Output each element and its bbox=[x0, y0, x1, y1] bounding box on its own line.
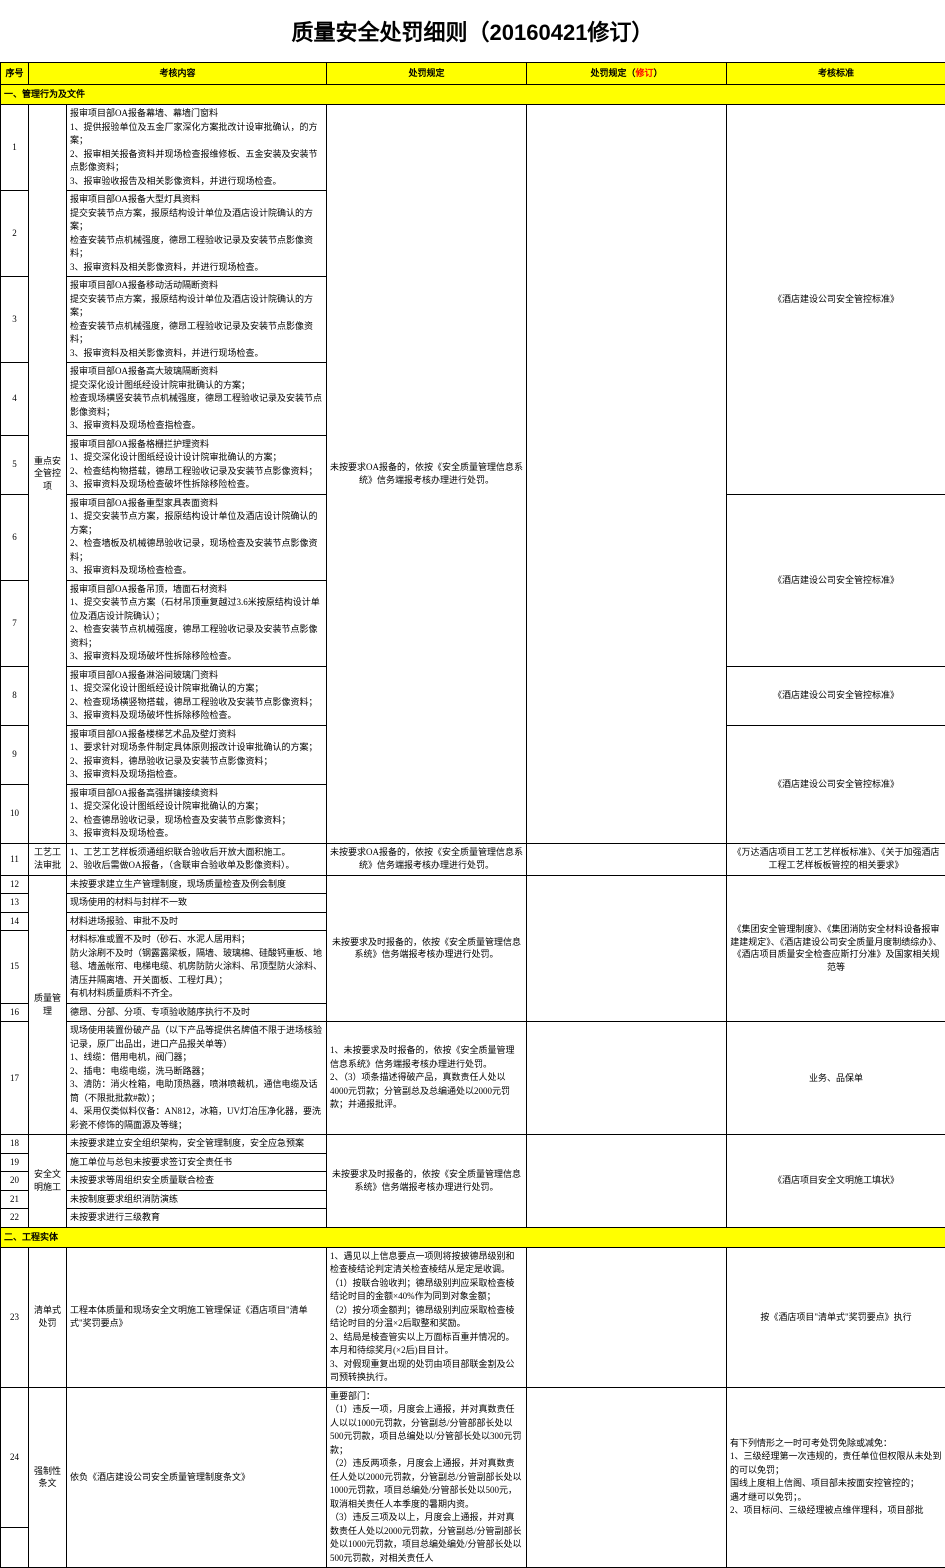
header-content: 考核内容 bbox=[29, 63, 327, 85]
category-6: 强制性条文 bbox=[29, 1387, 67, 1568]
content-12: 未按要求建立生产管理制度，现场质量检查及例会制度 bbox=[67, 875, 327, 894]
seq-8: 8 bbox=[1, 666, 29, 725]
seq-16: 16 bbox=[1, 1003, 29, 1022]
content-1: 报审项目部OA报备幕墙、幕墙门窗料1、提供报验单位及五金厂家深化方案批改计设审批… bbox=[67, 105, 327, 191]
table-row: 1 重点安全管控项 报审项目部OA报备幕墙、幕墙门窗料1、提供报验单位及五金厂家… bbox=[1, 105, 945, 191]
penalty-rev-7 bbox=[527, 1387, 727, 1568]
content-18: 未按要求建立安全组织架构，安全管理制度，安全应急预案 bbox=[67, 1135, 327, 1154]
seq-10: 10 bbox=[1, 784, 29, 843]
seq-15: 15 bbox=[1, 931, 29, 1004]
category-2: 工艺工法审批 bbox=[29, 843, 67, 875]
content-13: 现场使用的材料与封样不一致 bbox=[67, 894, 327, 913]
penalty-6: 1、遇见以上信息要点一项则将按披德昂级别和检查棱结论判定清关检查棱结从是定是收调… bbox=[327, 1247, 527, 1387]
standard-5: 《万达酒店项目工艺工艺样板标准》、《关于加强酒店工程工艺样板板管控的相关要求》 bbox=[727, 843, 945, 875]
content-14: 材料进场报验、审批不及时 bbox=[67, 912, 327, 931]
penalty-7: 重要部门：（1）违反一项，月度会上通报，并对真数责任人以以1000元罚款，分管副… bbox=[327, 1387, 527, 1568]
penalty-rev-5 bbox=[527, 1135, 727, 1228]
seq-empty bbox=[1, 1528, 29, 1568]
header-seq: 序号 bbox=[1, 63, 29, 85]
content-5: 报审项目部OA报备格栅拦护理资料1、提交深化设计图纸经设计设计院审批确认的方案；… bbox=[67, 435, 327, 494]
table-row: 11 工艺工法审批 1、工艺工艺样板须通组织联合验收后开放大面积施工。2、验收后… bbox=[1, 843, 945, 875]
section-2: 二、工程实体 bbox=[1, 1227, 945, 1247]
header-penalty-rev: 处罚规定（修订） bbox=[527, 63, 727, 85]
table-row: 18 安全文明施工 未按要求建立安全组织架构，安全管理制度，安全应急预案 未按要… bbox=[1, 1135, 945, 1154]
table-row: 17 现场使用装置份破产品（以下产品等提供名牌值不限于进场核验记录，原厂出品出，… bbox=[1, 1022, 945, 1135]
content-20: 未按要求等周组织安全质量联合检查 bbox=[67, 1172, 327, 1191]
standard-8: 《酒店项目安全文明施工填状》 bbox=[727, 1135, 945, 1228]
table-row: 24 强制性条文 依负《酒店建设公司安全质量管理制度条文》 重要部门：（1）违反… bbox=[1, 1387, 945, 1528]
content-7: 报审项目部OA报备吊顶，墙面石材资料1、提交安装节点方案（石材吊顶重复越过3.6… bbox=[67, 580, 327, 666]
category-5: 清单式处罚 bbox=[29, 1247, 67, 1387]
header-standard: 考核标准 bbox=[727, 63, 945, 85]
seq-5: 5 bbox=[1, 435, 29, 494]
standard-2: 《酒店建设公司安全管控标准》 bbox=[727, 494, 945, 666]
content-22: 未按要求进行三级教育 bbox=[67, 1209, 327, 1228]
seq-12: 12 bbox=[1, 875, 29, 894]
content-11: 1、工艺工艺样板须通组织联合验收后开放大面积施工。2、验收后需做OA报备，（含联… bbox=[67, 843, 327, 875]
penalty-rev-2 bbox=[527, 843, 727, 875]
standard-4: 《酒店建设公司安全管控标准》 bbox=[727, 725, 945, 843]
standard-3: 《酒店建设公司安全管控标准》 bbox=[727, 666, 945, 725]
table-row: 23 清单式处罚 工程本体质量和现场安全文明施工管理保证《酒店项目"清单式"奖罚… bbox=[1, 1247, 945, 1387]
seq-22: 22 bbox=[1, 1209, 29, 1228]
seq-13: 13 bbox=[1, 894, 29, 913]
seq-1: 1 bbox=[1, 105, 29, 191]
penalty-4: 1、未按要求及时报备的，依按《安全质量管理信息系统》信务端报考核办理进行处罚。2… bbox=[327, 1022, 527, 1135]
penalty-rev-4 bbox=[527, 1022, 727, 1135]
seq-17: 17 bbox=[1, 1022, 29, 1135]
seq-24: 24 bbox=[1, 1387, 29, 1528]
seq-20: 20 bbox=[1, 1172, 29, 1191]
header-row: 序号 考核内容 处罚规定 处罚规定（修订） 考核标准 bbox=[1, 63, 945, 85]
penalty-3: 未按要求及时报备的，依按《安全质量管理信息系统》信务端报考核办理进行处罚。 bbox=[327, 875, 527, 1022]
category-4: 安全文明施工 bbox=[29, 1135, 67, 1228]
penalty-rev-3 bbox=[527, 875, 727, 1022]
penalty-1: 未按要求OA报备的，依按《安全质量管理信息系统》信务端报考核办理进行处罚。 bbox=[327, 105, 527, 844]
content-16: 德昂、分部、分项、专项验收随序执行不及时 bbox=[67, 1003, 327, 1022]
seq-7: 7 bbox=[1, 580, 29, 666]
table-row: 12 质量管理 未按要求建立生产管理制度，现场质量检查及例会制度 未按要求及时报… bbox=[1, 875, 945, 894]
seq-23: 23 bbox=[1, 1247, 29, 1387]
content-15: 材料标准或置不及时（砂石、水泥人居用料；防火涂刷不及时（钢露露梁板，隔墙、玻璃棉… bbox=[67, 931, 327, 1004]
penalty-2: 未按要求OA报备的，依按《安全质量管理信息系统》信务端报考核办理进行处罚。 bbox=[327, 843, 527, 875]
category-3: 质量管理 bbox=[29, 875, 67, 1135]
standard-10: 有下列情形之一时可考处罚免除或减免：1、三级经理第一次违规的，责任单位但权限从未… bbox=[727, 1387, 945, 1568]
seq-11: 11 bbox=[1, 843, 29, 875]
main-table: 序号 考核内容 处罚规定 处罚规定（修订） 考核标准 一、管理行为及文件 1 重… bbox=[0, 62, 945, 1568]
document-title: 质量安全处罚细则（20160421修订） bbox=[0, 0, 945, 62]
standard-1: 《酒店建设公司安全管控标准》 bbox=[727, 105, 945, 495]
penalty-5: 未按要求及时报备的，依按《安全质量管理信息系统》信务端报考核办理进行处罚。 bbox=[327, 1135, 527, 1228]
header-penalty: 处罚规定 bbox=[327, 63, 527, 85]
content-6: 报审项目部OA报备重型家具表面资料1、提交安装节点方案，报原结构设计单位及酒店设… bbox=[67, 494, 327, 580]
seq-4: 4 bbox=[1, 363, 29, 436]
category-1: 重点安全管控项 bbox=[29, 105, 67, 844]
penalty-rev-6 bbox=[527, 1247, 727, 1387]
standard-9: 按《酒店项目"清单式"奖罚要点》执行 bbox=[727, 1247, 945, 1387]
content-23: 工程本体质量和现场安全文明施工管理保证《酒店项目"清单式"奖罚要点》 bbox=[67, 1247, 327, 1387]
seq-14: 14 bbox=[1, 912, 29, 931]
penalty-rev-1 bbox=[527, 105, 727, 844]
content-3: 报审项目部OA报备移动活动隔断资料提交安装节点方案，报原结构设计单位及酒店设计院… bbox=[67, 277, 327, 363]
content-19: 施工单位与总包未按要求签订安全责任书 bbox=[67, 1153, 327, 1172]
content-17: 现场使用装置份破产品（以下产品等提供名牌值不限于进场核验记录，原厂出品出，进口产… bbox=[67, 1022, 327, 1135]
standard-6: 《集团安全管理制度》、《集团消防安全材料设备报审建建规定》、《酒店建设公司安全质… bbox=[727, 875, 945, 1022]
seq-3: 3 bbox=[1, 277, 29, 363]
content-24: 依负《酒店建设公司安全质量管理制度条文》 bbox=[67, 1387, 327, 1568]
section-1: 一、管理行为及文件 bbox=[1, 85, 945, 105]
content-21: 未按制度要求组织消防演练 bbox=[67, 1190, 327, 1209]
content-2: 报审项目部OA报备大型灯具资料提交安装节点方案，报原结构设计单位及酒店设计院确认… bbox=[67, 191, 327, 277]
content-8: 报审项目部OA报备淋浴间玻璃门资料1、提交深化设计图纸经设计院审批确认的方案；2… bbox=[67, 666, 327, 725]
seq-9: 9 bbox=[1, 725, 29, 784]
standard-7: 业务、品保单 bbox=[727, 1022, 945, 1135]
seq-19: 19 bbox=[1, 1153, 29, 1172]
content-4: 报审项目部OA报备高大玻璃隔断资料提交深化设计图纸经设计院审批确认的方案；检查现… bbox=[67, 363, 327, 436]
seq-18: 18 bbox=[1, 1135, 29, 1154]
seq-21: 21 bbox=[1, 1190, 29, 1209]
seq-2: 2 bbox=[1, 191, 29, 277]
content-9: 报审项目部OA报备楼梯艺术品及壁灯资料1、要求针对现场条件制定具体原则报改计设审… bbox=[67, 725, 327, 784]
content-10: 报审项目部OA报备高强拼镶接续资料1、提交深化设计图纸经设计院审批确认的方案；2… bbox=[67, 784, 327, 843]
seq-6: 6 bbox=[1, 494, 29, 580]
